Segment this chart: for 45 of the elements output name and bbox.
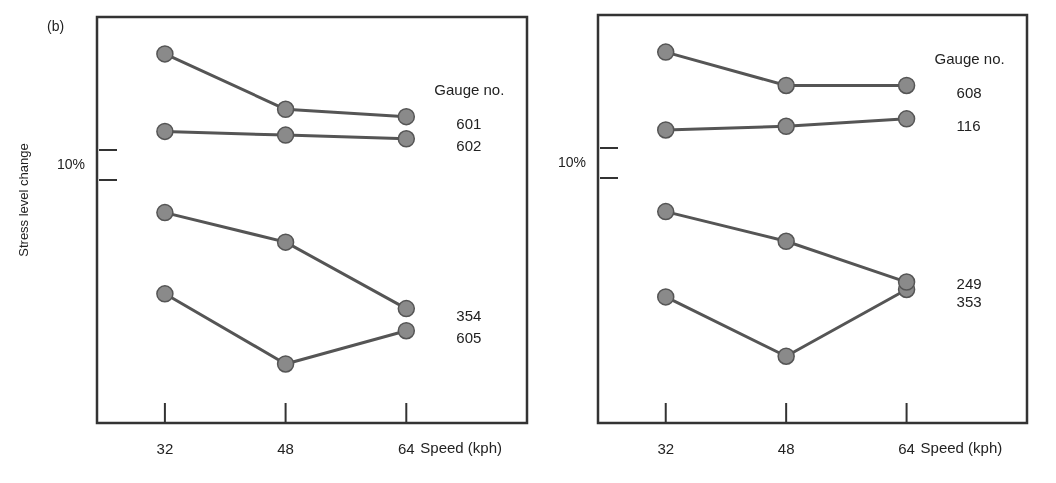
x-tick-label: 48	[277, 440, 294, 458]
point	[656, 202, 675, 221]
point	[397, 130, 416, 148]
point	[656, 43, 675, 61]
x-tick-label: 32	[156, 440, 174, 458]
x-axis-title: Speed (kph)	[920, 439, 1003, 457]
point	[777, 117, 795, 136]
chart-title: (b)	[47, 17, 65, 34]
point	[276, 355, 295, 373]
point	[156, 203, 174, 222]
point	[777, 76, 795, 95]
point	[777, 347, 795, 365]
text: 605	[456, 328, 482, 346]
point	[897, 76, 916, 95]
point	[276, 100, 295, 119]
text: 601	[456, 114, 482, 132]
point	[276, 233, 295, 251]
text: 249	[956, 274, 982, 292]
x-tick-label: 64	[397, 440, 415, 458]
point	[156, 285, 174, 303]
text: 354	[456, 306, 482, 324]
x-tick-label: 64	[898, 440, 915, 458]
legend-title: Gauge no.	[434, 80, 505, 98]
text: 10%	[557, 153, 586, 170]
point	[397, 321, 416, 340]
point	[656, 121, 675, 139]
point	[777, 232, 795, 251]
text: 608	[956, 83, 982, 101]
point	[276, 126, 295, 144]
point	[397, 299, 416, 318]
text: 116	[956, 117, 981, 134]
point	[897, 110, 916, 128]
point	[656, 288, 675, 306]
x-tick-label: 48	[777, 440, 795, 458]
text: 353	[956, 292, 982, 310]
point	[156, 45, 174, 63]
text: 10%	[56, 155, 85, 172]
legend-title: Gauge no.	[934, 49, 1005, 67]
point	[897, 273, 916, 291]
x-tick-label: 32	[657, 440, 675, 458]
x-axis-title: Speed (kph)	[420, 439, 503, 457]
y-axis-title: Stress level change	[15, 143, 31, 257]
text: 602	[456, 136, 482, 154]
point	[156, 122, 174, 141]
point	[397, 107, 416, 126]
